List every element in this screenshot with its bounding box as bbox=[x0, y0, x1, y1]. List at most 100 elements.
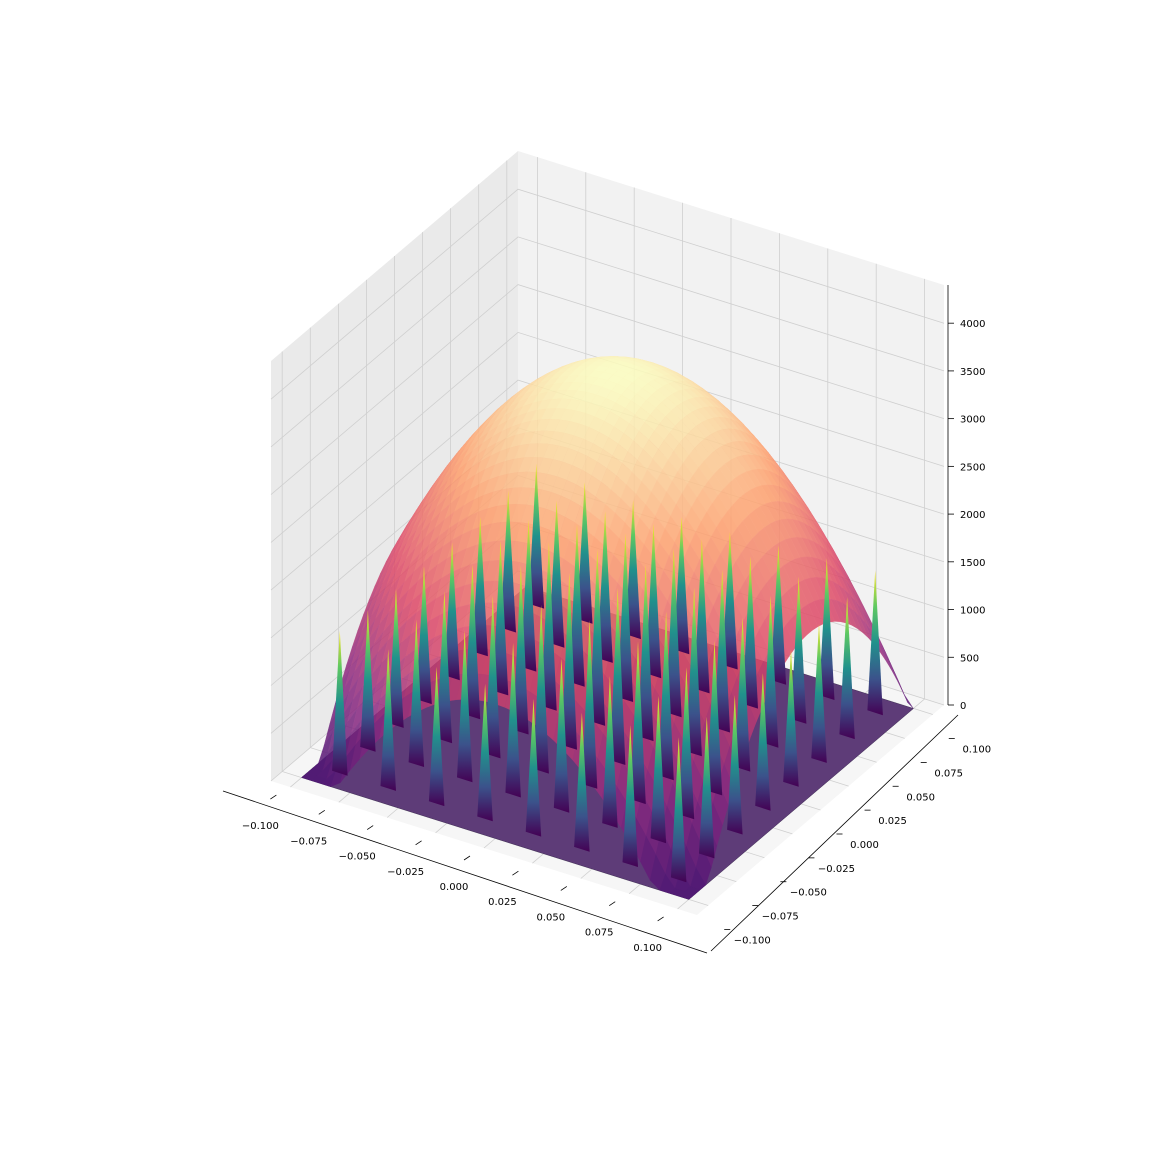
spike bbox=[505, 643, 521, 798]
y-tick-label: 0.100 bbox=[962, 745, 991, 756]
z-tick-label: 1500 bbox=[960, 558, 985, 569]
spike bbox=[597, 511, 613, 663]
spike bbox=[650, 695, 667, 844]
spike bbox=[492, 540, 509, 696]
spike bbox=[444, 542, 460, 681]
spike bbox=[457, 630, 473, 783]
spike bbox=[678, 667, 695, 820]
x-tick-label: 0.000 bbox=[440, 882, 469, 893]
spike bbox=[699, 716, 715, 859]
x-tick bbox=[463, 855, 471, 861]
z-tick-label: 500 bbox=[960, 653, 979, 664]
spike bbox=[839, 597, 855, 740]
x-tick bbox=[657, 916, 664, 922]
x-tick-label: 0.025 bbox=[488, 897, 517, 908]
spike bbox=[762, 595, 779, 748]
x-tick bbox=[609, 901, 616, 907]
spike bbox=[609, 588, 626, 765]
z-gridline bbox=[270, 188, 945, 400]
spike-lattice bbox=[332, 463, 883, 883]
spike bbox=[485, 595, 501, 759]
y-tick-label: −0.075 bbox=[762, 912, 799, 923]
spike bbox=[670, 737, 687, 883]
spike bbox=[553, 658, 570, 813]
x-tick bbox=[270, 794, 277, 800]
z-gridline bbox=[270, 236, 945, 448]
x-tick-label: −0.100 bbox=[242, 821, 279, 832]
spike bbox=[520, 519, 537, 672]
spike bbox=[658, 611, 674, 781]
spike bbox=[577, 482, 593, 624]
dome-cell bbox=[678, 891, 695, 900]
spike bbox=[706, 640, 723, 796]
y-tick-label: 0.025 bbox=[878, 816, 907, 827]
spike bbox=[464, 564, 481, 720]
spike bbox=[602, 676, 618, 828]
x-tick bbox=[318, 809, 325, 815]
spike bbox=[388, 588, 404, 728]
y-tick-label: −0.050 bbox=[790, 888, 827, 899]
spike bbox=[617, 533, 634, 702]
spike bbox=[541, 541, 557, 711]
spike bbox=[500, 490, 516, 633]
z-gridline bbox=[270, 331, 945, 543]
x-axis-line bbox=[222, 790, 708, 954]
spike bbox=[408, 619, 425, 767]
z-tick-label: 0 bbox=[960, 701, 966, 712]
spike bbox=[694, 538, 710, 694]
spike bbox=[525, 699, 542, 837]
spike bbox=[360, 610, 376, 752]
z-gridline bbox=[270, 379, 945, 591]
x-tick-label: 0.100 bbox=[633, 943, 662, 954]
z-tick-label: 3000 bbox=[960, 415, 985, 426]
x-tick-label: −0.050 bbox=[339, 852, 376, 863]
z-gridline bbox=[270, 284, 945, 495]
spike bbox=[548, 500, 565, 648]
spike bbox=[727, 695, 743, 835]
spike bbox=[645, 523, 662, 679]
spike bbox=[714, 569, 730, 733]
spike bbox=[722, 531, 738, 670]
x-tick bbox=[560, 886, 568, 891]
spike bbox=[630, 641, 646, 805]
spike bbox=[783, 649, 799, 787]
spike bbox=[574, 712, 590, 852]
axes: −0.100 −0.075 −0.050 −0.025 0.000 0.025 0.050 0… bbox=[222, 285, 991, 954]
spike bbox=[622, 725, 638, 867]
spike bbox=[561, 572, 577, 750]
x-tick bbox=[512, 870, 519, 876]
plot-area bbox=[301, 356, 914, 900]
z-tick-label: 2500 bbox=[960, 462, 985, 473]
spike bbox=[734, 617, 751, 772]
spike bbox=[581, 620, 598, 789]
spike bbox=[436, 591, 453, 744]
spike bbox=[686, 587, 702, 757]
x-tick-label: 0.075 bbox=[585, 928, 614, 939]
spike bbox=[569, 524, 585, 687]
y-tick-label: 0.000 bbox=[850, 840, 879, 851]
spike bbox=[332, 630, 348, 776]
spike bbox=[811, 623, 827, 763]
x-tick bbox=[366, 825, 374, 830]
spike bbox=[428, 667, 445, 807]
spike bbox=[673, 516, 690, 655]
spike bbox=[742, 556, 758, 709]
spike bbox=[625, 500, 641, 640]
y-axis-line bbox=[710, 714, 959, 952]
z-tick-label: 3500 bbox=[960, 367, 985, 378]
spike bbox=[472, 517, 488, 657]
spike bbox=[589, 549, 606, 726]
spike bbox=[666, 548, 682, 718]
x-tick bbox=[415, 840, 422, 846]
z-tick-label: 1000 bbox=[960, 606, 985, 617]
spike bbox=[770, 545, 787, 685]
spike bbox=[755, 673, 771, 811]
y-tick-label: −0.100 bbox=[734, 935, 771, 946]
spike bbox=[380, 649, 396, 791]
spike bbox=[528, 463, 545, 609]
y-tick-label: −0.025 bbox=[818, 864, 855, 875]
y-tick-label: 0.075 bbox=[934, 768, 963, 779]
z-tick-label: 2000 bbox=[960, 510, 985, 521]
spike bbox=[533, 604, 549, 774]
